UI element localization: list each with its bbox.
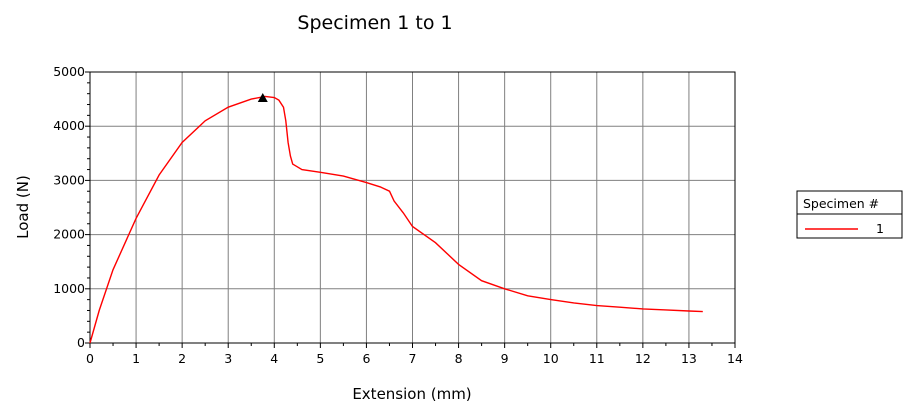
x-tick-label: 2 <box>178 351 186 366</box>
y-axis-title: Load (N) <box>14 175 32 239</box>
x-tick-label: 5 <box>316 351 324 366</box>
y-tick-label: 4000 <box>53 118 85 133</box>
x-tick-label: 3 <box>224 351 232 366</box>
x-tick-label: 14 <box>727 351 743 366</box>
ticks <box>85 71 736 348</box>
chart-title: Specimen 1 to 1 <box>297 12 452 34</box>
x-tick-label: 7 <box>409 351 417 366</box>
x-tick-label: 6 <box>362 351 370 366</box>
x-tick-label: 9 <box>501 351 509 366</box>
legend: Specimen # 1 <box>796 190 903 239</box>
y-tick-label: 3000 <box>53 172 85 187</box>
x-tick-label: 11 <box>589 351 605 366</box>
x-tick-label: 12 <box>635 351 651 366</box>
x-tick-label: 10 <box>543 351 559 366</box>
x-tick-label: 8 <box>455 351 463 366</box>
x-tick-label: 13 <box>681 351 697 366</box>
x-axis-title: Extension (mm) <box>352 385 471 403</box>
y-tick-label: 5000 <box>53 64 85 79</box>
plot-border <box>89 71 736 344</box>
peak-marker <box>257 93 268 103</box>
grid <box>90 72 735 343</box>
x-tick-labels: 0 1 2 3 4 5 6 7 8 9 10 11 12 13 14 <box>86 351 743 366</box>
legend-title: Specimen # <box>803 196 879 211</box>
legend-entry-1: 1 <box>876 221 884 236</box>
y-tick-label: 0 <box>77 335 85 350</box>
x-tick-label: 4 <box>270 351 278 366</box>
y-tick-label: 2000 <box>53 227 85 242</box>
y-tick-label: 1000 <box>53 281 85 296</box>
series-line-1 <box>89 95 703 344</box>
y-tick-labels: 0 1000 2000 3000 4000 5000 <box>53 64 85 350</box>
x-tick-label: 0 <box>86 351 94 366</box>
x-tick-label: 1 <box>132 351 140 366</box>
